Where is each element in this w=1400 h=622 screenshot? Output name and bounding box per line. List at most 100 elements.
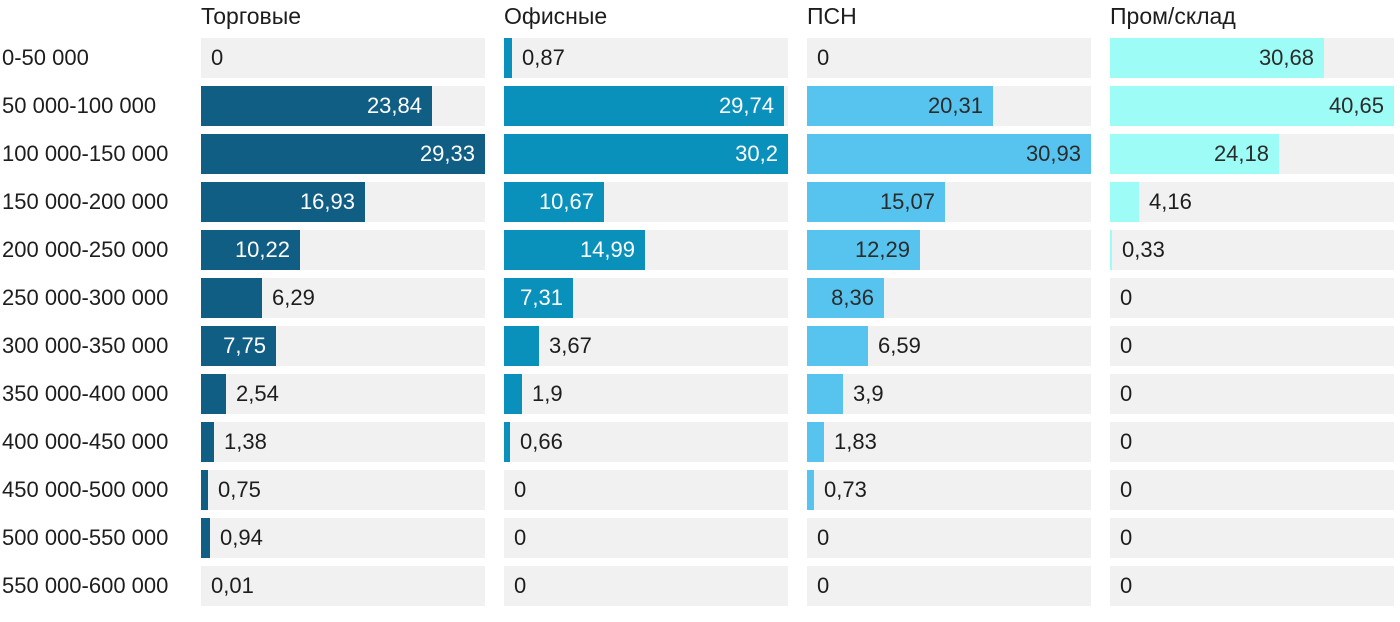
bar-track: 10,22 (201, 230, 485, 270)
bar (504, 182, 604, 222)
bar (201, 86, 432, 126)
bar (504, 374, 522, 414)
bar-track: 0 (1110, 326, 1394, 366)
bar-value-label: 0 (1120, 333, 1133, 358)
bar-track: 10,67 (504, 182, 788, 222)
row-label: 300 000-350 000 (2, 333, 169, 358)
bar-value-label: 20,31 (927, 93, 983, 118)
bar (201, 230, 300, 270)
bar-track: 0 (504, 518, 788, 558)
bar (1110, 182, 1139, 222)
bar-value-label: 0 (1120, 429, 1133, 454)
bar-value-label: 0,73 (824, 477, 867, 502)
row-label: 250 000-300 000 (2, 285, 169, 310)
bar (201, 422, 214, 462)
bar-value-label: 30,93 (1025, 141, 1081, 166)
row-label: 150 000-200 000 (2, 189, 169, 214)
column-header-torgovye: Торговые (201, 3, 302, 29)
bar-track: 6,29 (201, 278, 485, 318)
bar-value-label: 14,99 (579, 237, 635, 262)
bar-value-label: 0,66 (520, 429, 563, 454)
row-label: 350 000-400 000 (2, 381, 169, 406)
bar-value-label: 0,87 (522, 45, 565, 70)
bar-track: 20,31 (807, 86, 1091, 126)
bar-track: 12,29 (807, 230, 1091, 270)
row-label: 500 000-550 000 (2, 525, 169, 550)
bar-track: 0 (1110, 422, 1394, 462)
bar-value-label: 0 (1120, 285, 1133, 310)
bar-value-label: 0 (1120, 573, 1133, 598)
bar-value-label: 0 (817, 573, 830, 598)
bar-track: 0,01 (201, 566, 485, 606)
bar-track: 0,66 (504, 422, 788, 462)
bar-track: 30,93 (807, 134, 1091, 174)
bar-value-label: 30,2 (735, 141, 778, 166)
bar-value-label: 3,67 (549, 333, 592, 358)
bar-value-label: 2,54 (236, 381, 279, 406)
bar-track: 40,65 (1110, 86, 1394, 126)
bar-track: 14,99 (504, 230, 788, 270)
bar (504, 38, 512, 78)
bar (807, 422, 824, 462)
row-label: 0-50 000 (2, 45, 89, 70)
bar-value-label: 10,67 (538, 189, 594, 214)
bar-value-label: 30,68 (1258, 45, 1314, 70)
bar-value-label: 1,38 (224, 429, 267, 454)
bar-value-label: 0,33 (1122, 237, 1165, 262)
bar-track: 0 (1110, 518, 1394, 558)
bar (807, 134, 1091, 174)
bar-track: 0 (1110, 278, 1394, 318)
bar-track: 6,59 (807, 326, 1091, 366)
column-header-psn: ПСН (807, 3, 857, 29)
row-label: 50 000-100 000 (2, 93, 157, 118)
bar-track: 0 (1110, 470, 1394, 510)
bar-track: 7,31 (504, 278, 788, 318)
bar (201, 518, 210, 558)
bar (201, 470, 208, 510)
bar-track: 7,75 (201, 326, 485, 366)
bar (504, 278, 573, 318)
bar-value-label: 8,36 (831, 285, 874, 310)
bar (1110, 38, 1324, 78)
bar-value-label: 4,16 (1149, 189, 1192, 214)
bar-track: 0,87 (504, 38, 788, 78)
bar-track: 29,74 (504, 86, 788, 126)
bar-track: 0 (807, 518, 1091, 558)
bar (504, 134, 788, 174)
bar-track: 29,33 (201, 134, 485, 174)
bar (807, 374, 843, 414)
column-header-ofisnye: Офисные (504, 3, 608, 29)
bar-track: 0 (807, 38, 1091, 78)
bar-value-label: 0,01 (211, 573, 254, 598)
bar-track: 3,9 (807, 374, 1091, 414)
bar (807, 326, 868, 366)
bar (504, 86, 784, 126)
bar-value-label: 10,22 (234, 237, 290, 262)
bar-value-label: 0,75 (218, 477, 261, 502)
bar-value-label: 0 (514, 525, 527, 550)
bar-track: 15,07 (807, 182, 1091, 222)
bar-track: 0,33 (1110, 230, 1394, 270)
bar-track: 1,9 (504, 374, 788, 414)
bar-track: 0 (504, 470, 788, 510)
bar-track: 24,18 (1110, 134, 1394, 174)
bar-value-label: 0 (514, 573, 527, 598)
bar (1110, 86, 1394, 126)
bar-value-label: 7,75 (223, 333, 266, 358)
bar-track: 4,16 (1110, 182, 1394, 222)
bar (807, 230, 920, 270)
bar (1110, 230, 1112, 270)
bar-track: 16,93 (201, 182, 485, 222)
bar-track: 8,36 (807, 278, 1091, 318)
bar-track: 0,73 (807, 470, 1091, 510)
bar-value-label: 0 (1120, 381, 1133, 406)
bar (504, 230, 645, 270)
bar (201, 134, 485, 174)
bar-value-label: 0 (1120, 525, 1133, 550)
row-label: 200 000-250 000 (2, 237, 169, 262)
bar-track: 1,83 (807, 422, 1091, 462)
bar (807, 278, 884, 318)
bar (807, 86, 993, 126)
bar (201, 278, 262, 318)
bar-track: 1,38 (201, 422, 485, 462)
